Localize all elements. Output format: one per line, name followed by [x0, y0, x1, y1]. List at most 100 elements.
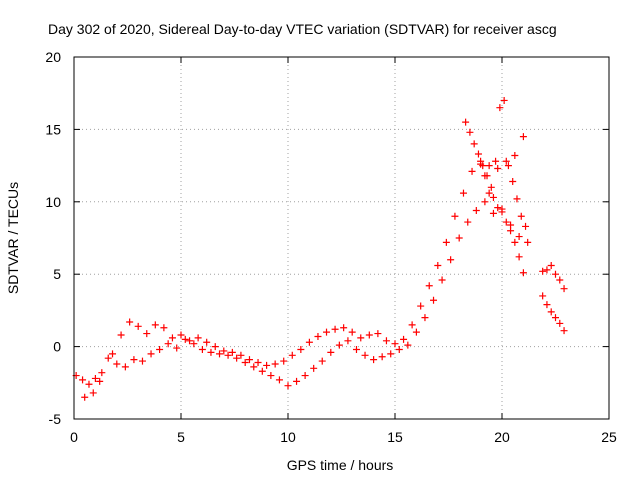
data-point — [233, 354, 241, 362]
data-point — [556, 276, 564, 284]
data-point — [143, 330, 151, 338]
data-point — [487, 183, 495, 191]
data-point — [318, 357, 326, 365]
series-track-d — [477, 160, 527, 277]
data-point — [481, 198, 489, 206]
grid-lines — [74, 57, 609, 419]
data-point — [391, 340, 399, 348]
data-point — [207, 348, 215, 356]
data-point — [502, 218, 510, 226]
data-point — [310, 364, 318, 372]
data-point — [138, 357, 146, 365]
data-point — [560, 285, 568, 293]
data-point — [85, 380, 93, 388]
data-point — [250, 363, 258, 371]
x-tick-label: 15 — [387, 429, 403, 445]
data-point — [297, 345, 305, 353]
data-point — [293, 377, 301, 385]
plot-frame — [73, 56, 610, 420]
data-point — [98, 369, 106, 377]
data-point — [502, 157, 510, 165]
data-point — [494, 204, 502, 212]
data-point — [109, 350, 117, 358]
y-tick-label: 5 — [53, 266, 61, 282]
x-tick-labels: 0 5 10 15 20 25 — [70, 429, 617, 445]
data-point — [519, 133, 527, 141]
data-point — [301, 372, 309, 380]
data-point — [216, 350, 224, 358]
data-point — [513, 195, 521, 203]
data-point — [560, 327, 568, 335]
data-point — [254, 359, 262, 367]
data-point — [489, 209, 497, 217]
data-point — [382, 337, 390, 345]
data-point — [168, 334, 176, 342]
y-axis-label: SDTVAR / TECUs — [5, 182, 21, 294]
data-point — [511, 238, 519, 246]
data-point — [181, 335, 189, 343]
data-point — [438, 276, 446, 284]
data-point — [472, 206, 480, 214]
series-track-e — [539, 262, 568, 335]
data-point — [504, 162, 512, 170]
data-point — [237, 351, 245, 359]
data-point — [470, 140, 478, 148]
data-point — [241, 359, 249, 367]
data-point — [323, 328, 331, 336]
data-point — [400, 335, 408, 343]
data-point — [104, 354, 112, 362]
data-point — [327, 348, 335, 356]
data-point — [466, 128, 474, 136]
data-point — [421, 314, 429, 322]
x-axis-label: GPS time / hours — [287, 457, 394, 473]
data-point — [425, 282, 433, 290]
data-point — [348, 328, 356, 336]
data-point — [556, 319, 564, 327]
data-point — [500, 96, 508, 104]
data-point — [451, 212, 459, 220]
data-point — [395, 345, 403, 353]
data-point — [194, 334, 202, 342]
data-point — [186, 337, 194, 345]
data-point — [263, 361, 271, 369]
data-point — [474, 150, 482, 158]
data-point — [113, 360, 121, 368]
data-point — [464, 218, 472, 226]
data-point — [280, 357, 288, 365]
y-tick-label: 15 — [45, 121, 61, 137]
data-markers — [72, 96, 568, 401]
data-point — [515, 253, 523, 261]
data-point — [462, 118, 470, 126]
data-point — [485, 189, 493, 197]
data-point — [468, 167, 476, 175]
data-point — [517, 212, 525, 220]
data-point — [220, 347, 228, 355]
data-point — [378, 353, 386, 361]
data-point — [198, 345, 206, 353]
data-point — [477, 160, 485, 168]
data-point — [496, 104, 504, 112]
data-point — [547, 308, 555, 316]
data-point — [430, 296, 438, 304]
x-tick-label: 25 — [601, 429, 617, 445]
data-point — [340, 324, 348, 332]
data-point — [442, 238, 450, 246]
data-point — [147, 350, 155, 358]
data-point — [522, 222, 530, 230]
data-point — [539, 267, 547, 275]
data-point — [331, 325, 339, 333]
data-point — [126, 318, 134, 326]
series-track-c — [462, 96, 530, 230]
data-point — [177, 331, 185, 339]
data-point — [417, 302, 425, 310]
data-point — [258, 367, 266, 375]
data-point — [494, 164, 502, 172]
data-point — [164, 340, 172, 348]
data-point — [552, 314, 559, 322]
data-point — [370, 356, 378, 364]
data-point — [434, 262, 442, 270]
data-point — [224, 351, 232, 359]
data-point — [543, 266, 551, 274]
data-point — [543, 301, 551, 309]
data-point — [552, 270, 559, 278]
